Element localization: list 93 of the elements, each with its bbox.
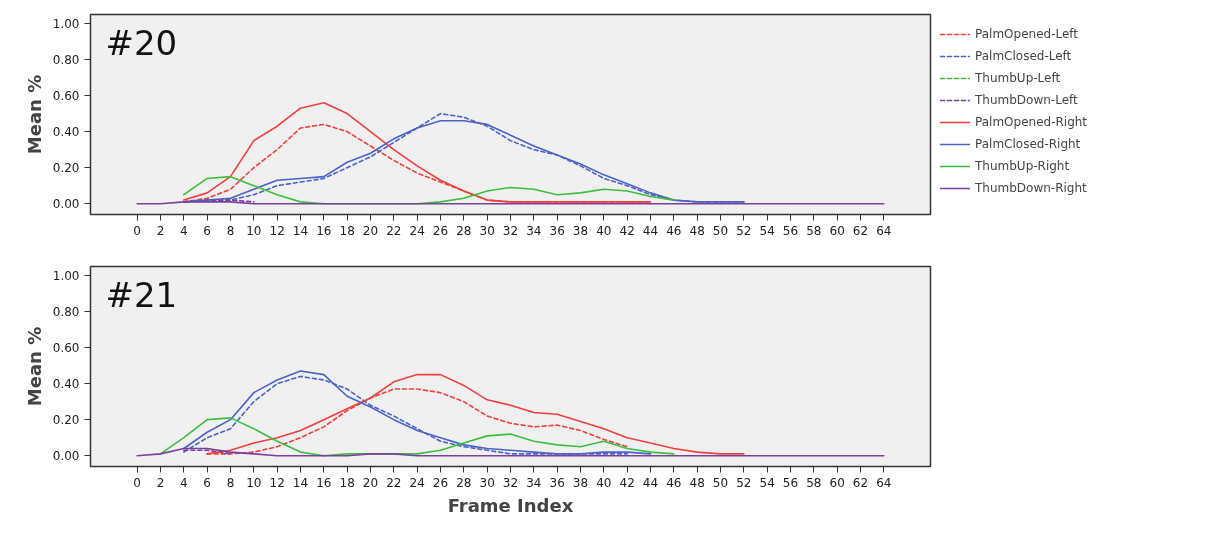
x-tick-label: 26 xyxy=(432,223,449,238)
y-tick-label: 0.40 xyxy=(52,125,80,140)
legend-label: ThumbDown-Right xyxy=(975,181,1087,195)
y-tick-label: 1.00 xyxy=(52,17,80,32)
x-tick-label: 30 xyxy=(479,475,495,490)
x-tick-label: 56 xyxy=(782,223,799,238)
x-tick-label: 4 xyxy=(180,223,188,238)
x-tick-label: 8 xyxy=(226,223,235,238)
x-tick-label: 4 xyxy=(180,475,188,490)
line-series xyxy=(136,447,885,457)
x-tick-label: 42 xyxy=(619,475,635,490)
x-tick-label: 10 xyxy=(246,223,262,238)
legend-label: ThumbUp-Left xyxy=(975,71,1061,85)
x-tick-label: 48 xyxy=(689,223,705,238)
chart-title: #21 xyxy=(105,274,178,315)
x-tick-label: 24 xyxy=(409,475,425,490)
y-tick-label: 0.20 xyxy=(52,413,80,428)
x-tick-label: 28 xyxy=(456,223,472,238)
x-tick-label: 42 xyxy=(619,223,635,238)
x-tick-label: 52 xyxy=(736,475,752,490)
x-tick-label: 50 xyxy=(712,475,729,490)
x-tick-label: 0 xyxy=(133,223,141,238)
x-tick-label: 18 xyxy=(339,475,355,490)
x-tick-label: 12 xyxy=(269,475,285,490)
y-tick-label: 0.60 xyxy=(52,89,80,104)
x-tick-label: 20 xyxy=(362,475,379,490)
y-tick-label: 0.80 xyxy=(52,53,80,68)
x-tick-label: 2 xyxy=(156,475,165,490)
x-tick-label: 40 xyxy=(596,475,612,490)
y-tick-label: 0.80 xyxy=(52,305,80,320)
x-tick-label: 64 xyxy=(876,475,892,490)
y-tick-label: 0.60 xyxy=(52,341,80,356)
x-tick-label: 6 xyxy=(203,475,211,490)
x-tick-label: 40 xyxy=(596,223,612,238)
legend-label: PalmOpened-Right xyxy=(975,115,1088,129)
x-tick-label: 16 xyxy=(316,475,332,490)
x-tick-label: 0 xyxy=(133,475,141,490)
x-tick-label: 28 xyxy=(456,475,472,490)
y-axis-title: Mean % xyxy=(23,74,45,155)
legend-label: ThumbDown-Left xyxy=(975,93,1078,107)
x-tick-label: 16 xyxy=(316,223,332,238)
legend-label: PalmClosed-Right xyxy=(975,137,1081,151)
x-tick-label: 8 xyxy=(226,475,235,490)
x-tick-label: 38 xyxy=(572,475,589,490)
x-tick-label: 64 xyxy=(876,223,892,238)
x-tick-label: 12 xyxy=(269,223,285,238)
x-tick-label: 34 xyxy=(526,475,542,490)
line-series xyxy=(159,417,675,457)
x-tick-label: 58 xyxy=(806,475,822,490)
x-tick-label: 54 xyxy=(759,475,775,490)
x-tick-label: 60 xyxy=(829,223,845,238)
x-tick-label: 10 xyxy=(246,475,262,490)
x-tick-label: 22 xyxy=(386,475,402,490)
x-tick-label: 48 xyxy=(689,475,705,490)
x-tick-label: 60 xyxy=(829,475,845,490)
x-tick-label: 32 xyxy=(502,223,519,238)
y-tick-label: 0.00 xyxy=(52,197,80,212)
x-tick-label: 34 xyxy=(526,223,542,238)
x-tick-label: 46 xyxy=(666,475,682,490)
x-tick-label: 52 xyxy=(736,223,752,238)
x-tick-label: 14 xyxy=(292,223,309,238)
y-tick-label: 0.40 xyxy=(52,377,80,392)
legend-label: ThumbUp-Right xyxy=(975,159,1070,173)
x-tick-label: 54 xyxy=(759,223,775,238)
x-tick-label: 44 xyxy=(642,223,659,238)
x-tick-label: 18 xyxy=(339,223,355,238)
x-tick-label: 26 xyxy=(432,475,449,490)
x-tick-label: 6 xyxy=(203,223,211,238)
x-tick-label: 56 xyxy=(782,475,799,490)
x-axis-title: Frame Index xyxy=(447,494,574,516)
y-tick-label: 1.00 xyxy=(52,269,80,284)
x-tick-label: 44 xyxy=(642,475,659,490)
x-tick-label: 24 xyxy=(409,223,425,238)
x-tick-label: 50 xyxy=(712,223,729,238)
y-axis-title: Mean % xyxy=(23,326,45,407)
x-tick-label: 58 xyxy=(806,223,822,238)
x-tick-label: 62 xyxy=(852,223,869,238)
x-tick-label: 14 xyxy=(292,475,309,490)
x-tick-label: 46 xyxy=(666,223,682,238)
x-tick-label: 20 xyxy=(362,223,379,238)
y-tick-label: 0.00 xyxy=(52,449,80,464)
x-tick-label: 2 xyxy=(156,223,165,238)
x-tick-label: 30 xyxy=(479,223,495,238)
x-tick-label: 62 xyxy=(852,475,869,490)
x-tick-label: 38 xyxy=(572,223,589,238)
x-tick-label: 36 xyxy=(549,223,565,238)
x-tick-label: 22 xyxy=(386,223,402,238)
chart-title: #20 xyxy=(105,22,178,63)
legend-label: PalmClosed-Left xyxy=(975,49,1072,63)
y-tick-label: 0.20 xyxy=(52,161,80,176)
x-tick-label: 36 xyxy=(549,475,565,490)
legend-label: PalmOpened-Left xyxy=(975,27,1079,41)
x-tick-label: 32 xyxy=(502,475,519,490)
